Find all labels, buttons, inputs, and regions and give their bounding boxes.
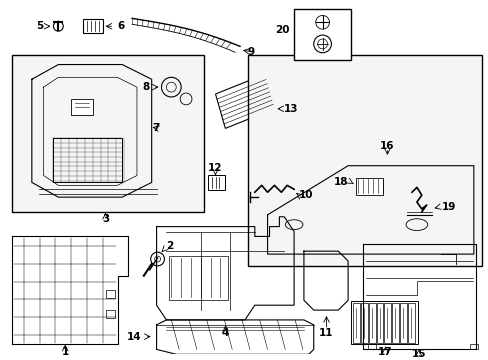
Text: 7: 7 (152, 123, 159, 134)
Bar (71, 99, 93, 114)
Bar (367, 345, 375, 350)
Bar (469, 345, 477, 350)
Text: 9: 9 (247, 47, 254, 57)
Text: 14: 14 (127, 332, 142, 342)
Bar (355, 177, 383, 195)
Bar (105, 291, 115, 298)
Bar (53, 138, 122, 183)
Text: 12: 12 (208, 163, 223, 173)
Text: 11: 11 (319, 328, 333, 338)
Bar (169, 256, 228, 300)
Text: 6: 6 (117, 21, 124, 31)
Bar (293, 9, 350, 60)
Text: 18: 18 (333, 177, 347, 188)
Bar (407, 303, 414, 342)
Text: 17: 17 (377, 347, 392, 357)
Text: 20: 20 (274, 25, 288, 35)
Bar (391, 303, 398, 342)
Text: 4: 4 (221, 328, 228, 338)
Bar (368, 303, 375, 342)
Bar (207, 175, 225, 190)
Text: 15: 15 (411, 349, 425, 359)
Text: 2: 2 (166, 241, 173, 251)
Text: 19: 19 (441, 202, 455, 212)
Bar (105, 310, 115, 318)
Bar (384, 303, 390, 342)
Text: 16: 16 (379, 141, 394, 151)
Bar (352, 303, 359, 342)
Bar (399, 303, 406, 342)
Bar (12, 55, 203, 212)
Bar (376, 303, 383, 342)
Text: 8: 8 (142, 82, 149, 92)
Bar (83, 19, 102, 33)
Text: 1: 1 (61, 347, 69, 357)
Bar (350, 301, 417, 345)
Bar (247, 55, 481, 266)
Text: 3: 3 (102, 214, 109, 224)
Text: 10: 10 (298, 190, 313, 200)
Text: 5: 5 (36, 21, 43, 31)
Text: 13: 13 (284, 104, 298, 114)
Bar (360, 303, 367, 342)
